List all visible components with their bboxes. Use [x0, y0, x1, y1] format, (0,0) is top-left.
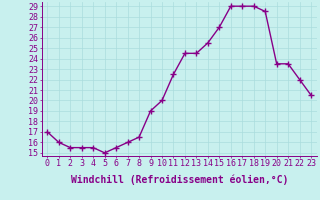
X-axis label: Windchill (Refroidissement éolien,°C): Windchill (Refroidissement éolien,°C)	[70, 174, 288, 185]
